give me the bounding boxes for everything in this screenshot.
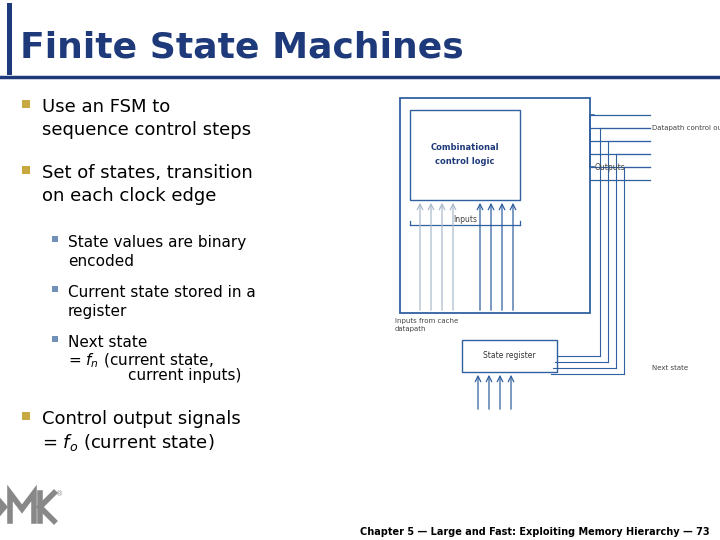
Text: = $f_o$ (current state): = $f_o$ (current state) xyxy=(42,432,215,453)
Bar xyxy=(22,412,30,420)
Text: Current state stored in a
register: Current state stored in a register xyxy=(68,285,256,319)
Text: Control output signals: Control output signals xyxy=(42,410,240,428)
Text: Next state: Next state xyxy=(652,365,688,371)
Polygon shape xyxy=(0,493,8,521)
Text: Datapath control outputs: Datapath control outputs xyxy=(652,125,720,131)
Bar xyxy=(52,286,58,292)
Bar xyxy=(52,236,58,242)
Text: Next state: Next state xyxy=(68,335,148,350)
Bar xyxy=(410,110,520,200)
Text: Inputs from cache
datapath: Inputs from cache datapath xyxy=(395,318,458,332)
Text: State register: State register xyxy=(483,352,536,361)
Bar xyxy=(400,98,590,313)
Text: Inputs: Inputs xyxy=(453,215,477,224)
Text: ®: ® xyxy=(56,491,63,497)
Text: Finite State Machines: Finite State Machines xyxy=(20,31,464,65)
Text: Chapter 5 — Large and Fast: Exploiting Memory Hierarchy — 73: Chapter 5 — Large and Fast: Exploiting M… xyxy=(361,527,710,537)
Bar xyxy=(52,336,58,342)
Text: State values are binary
encoded: State values are binary encoded xyxy=(68,235,246,268)
Bar xyxy=(462,340,557,372)
Bar xyxy=(22,166,30,174)
Text: Use an FSM to
sequence control steps: Use an FSM to sequence control steps xyxy=(42,98,251,139)
Text: current inputs): current inputs) xyxy=(128,368,241,383)
Text: Set of states, transition
on each clock edge: Set of states, transition on each clock … xyxy=(42,164,253,205)
Text: control logic: control logic xyxy=(436,158,495,166)
Text: Outputs: Outputs xyxy=(595,164,626,172)
Bar xyxy=(7,3,12,75)
Text: Combinational: Combinational xyxy=(431,144,499,152)
Bar xyxy=(22,100,30,108)
Text: = $f_n$ (current state,: = $f_n$ (current state, xyxy=(68,352,213,370)
